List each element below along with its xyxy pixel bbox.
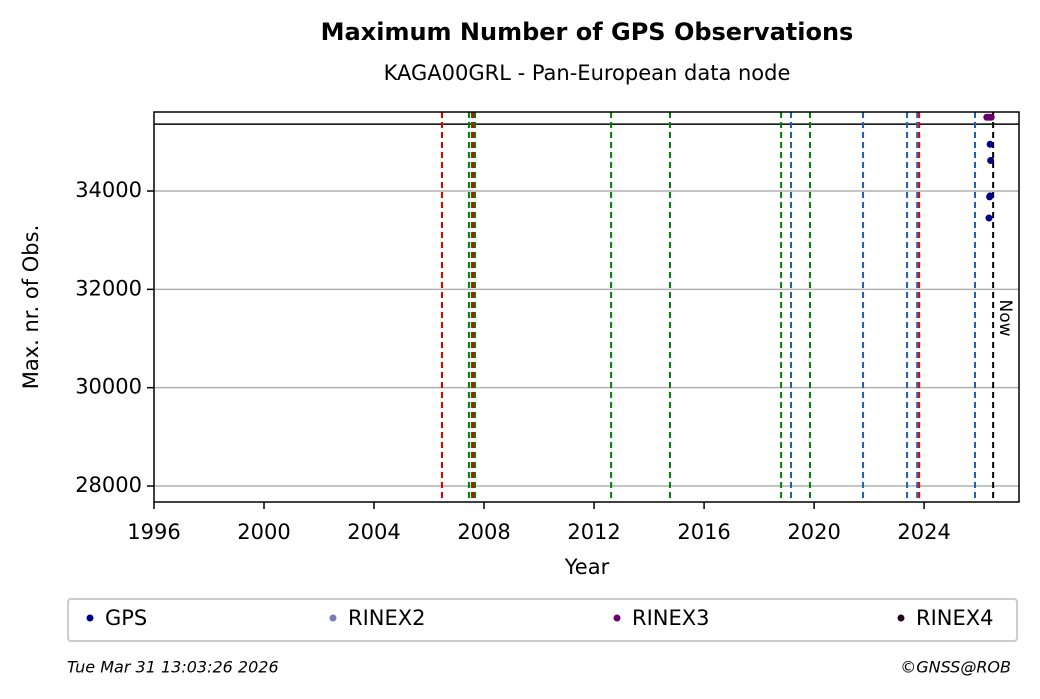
data-point (987, 157, 995, 165)
legend-marker (329, 614, 337, 622)
y-axis-label: Max. nr. of Obs. (19, 225, 43, 390)
x-tick-label: 1996 (127, 520, 180, 544)
legend-label: RINEX4 (916, 606, 994, 630)
data-point (987, 113, 995, 121)
x-tick-label: 2000 (237, 520, 290, 544)
data-point (986, 193, 994, 201)
footer-date: Tue Mar 31 13:03:26 2026 (67, 658, 279, 677)
data-point (986, 140, 994, 148)
x-axis-label: Year (564, 555, 610, 579)
y-tick-label: 32000 (75, 276, 142, 300)
now-label: Now (995, 299, 1015, 336)
data-point (985, 214, 993, 222)
y-tick-label: 30000 (75, 375, 142, 399)
plot-frame (153, 111, 1020, 503)
legend-marker (613, 614, 621, 622)
x-tick-label: 2004 (347, 520, 400, 544)
y-tick-label: 28000 (75, 473, 142, 497)
x-tick-label: 2024 (897, 520, 950, 544)
legend-label: RINEX3 (632, 606, 710, 630)
x-tick-label: 2020 (787, 520, 840, 544)
legend-marker (86, 614, 94, 622)
footer-credit: ©GNSS@ROB (900, 658, 1011, 677)
legend-box (67, 598, 1018, 642)
legend-label: RINEX2 (348, 606, 426, 630)
x-tick-label: 2012 (567, 520, 620, 544)
y-tick-label: 34000 (75, 178, 142, 202)
chart-subtitle: KAGA00GRL - Pan-European data node (384, 61, 791, 85)
legend-label: GPS (105, 606, 147, 630)
x-tick-label: 2008 (457, 520, 510, 544)
x-tick-label: 2016 (677, 520, 730, 544)
chart-title: Maximum Number of GPS Observations (321, 18, 854, 46)
legend-marker (897, 614, 905, 622)
